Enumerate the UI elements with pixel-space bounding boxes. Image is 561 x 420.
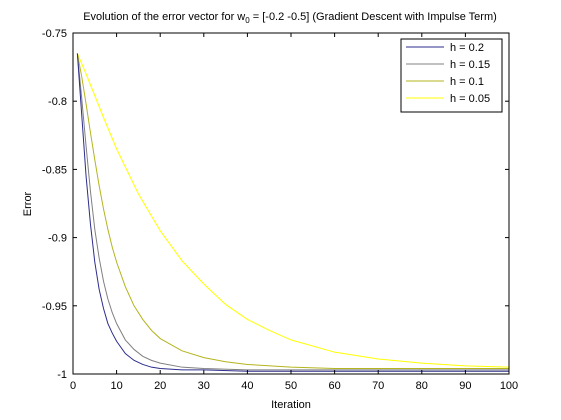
y-tick-label: -1 [57, 369, 67, 381]
series-line-h-0-2 [76, 53, 509, 372]
legend-label: h = 0.1 [450, 76, 484, 88]
legend: h = 0.2 h = 0.15 h = 0.1 h = 0.05 [400, 38, 503, 113]
x-tick-label: 70 [372, 380, 384, 392]
x-tick-label: 0 [70, 380, 76, 392]
y-tick-label: -0.95 [42, 301, 67, 313]
x-tick-label: 100 [500, 380, 518, 392]
y-tick-label: -0.85 [42, 164, 67, 176]
legend-label: h = 0.2 [450, 42, 484, 54]
x-tick-label: 30 [198, 380, 210, 392]
series-line-h-0-15 [76, 53, 509, 371]
x-tick-label: 60 [328, 380, 340, 392]
legend-box [400, 38, 503, 113]
y-axis-ticks: -1 -0.95 -0.9 -0.85 -0.8 -0.75 [42, 28, 509, 381]
x-tick-label: 90 [459, 380, 471, 392]
x-tick-label: 40 [241, 380, 253, 392]
series-line-h-0-1 [76, 53, 509, 370]
chart-title-subscript: 0 [245, 16, 250, 25]
legend-label: h = 0.15 [450, 59, 490, 71]
y-tick-label: -0.9 [48, 233, 67, 245]
series-line-h-0-05 [76, 53, 510, 368]
chart-title-main: Evolution of the error vector for w [83, 11, 245, 23]
chart-title-rest: = [-0.2 -0.5] (Gradient Descent with Imp… [250, 11, 497, 23]
series-group [76, 53, 510, 372]
plot-frame [72, 32, 510, 375]
x-axis-label: Iteration [271, 399, 311, 411]
x-tick-label: 80 [416, 380, 428, 392]
x-tick-label: 20 [154, 380, 166, 392]
x-tick-label: 50 [285, 380, 297, 392]
x-axis-ticks: 0 10 20 30 40 50 60 70 80 90 100 [70, 33, 518, 392]
x-tick-label: 10 [110, 380, 122, 392]
y-axis-label: Error [22, 191, 34, 216]
legend-label: h = 0.05 [450, 93, 490, 105]
chart-title: Evolution of the error vector for w0 = [… [83, 11, 497, 25]
y-tick-label: -0.75 [42, 28, 67, 40]
y-tick-label: -0.8 [48, 96, 67, 108]
